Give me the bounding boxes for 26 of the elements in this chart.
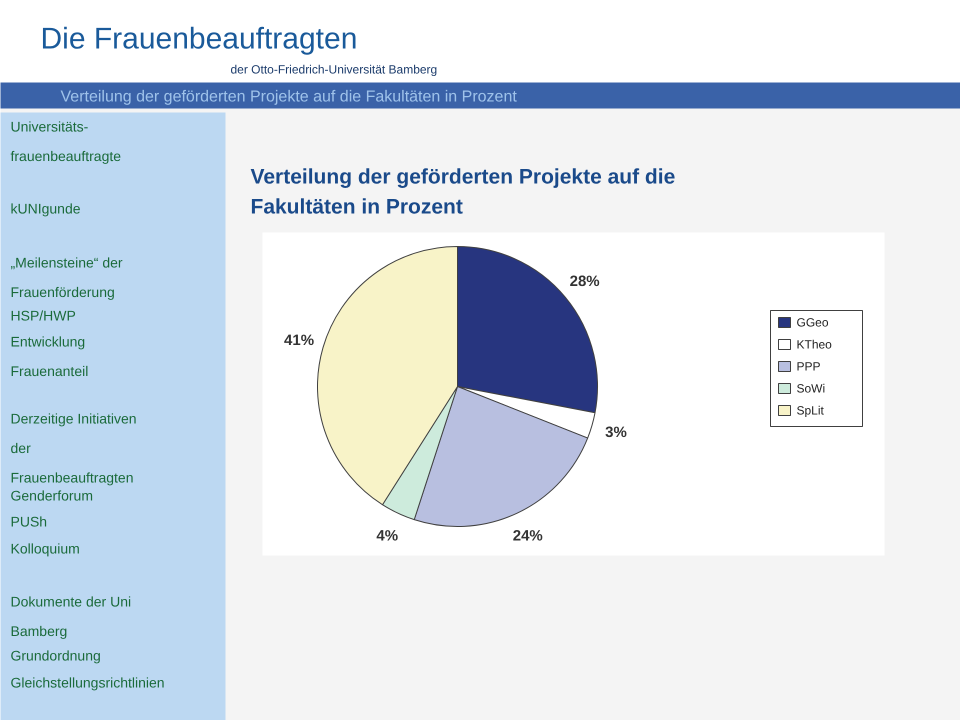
text: kUNIgunde [10, 200, 81, 216]
text: Genderforum [10, 488, 93, 504]
text: Die Frauenbeauftragten [40, 22, 358, 56]
legend-label: SpLit [796, 404, 825, 418]
text: Derzeitige Initiativen der Frauenbeauftragten [10, 410, 137, 486]
legend-label: GGeo [796, 316, 829, 330]
text: Gleichstellungsrichtlinien [10, 674, 165, 690]
text: Dokumente der Uni Bamberg [10, 594, 132, 640]
text: der Otto-Friedrich-Universität Bamberg [230, 62, 438, 76]
data-label: 41% [284, 332, 314, 349]
text: HSP/HWP [10, 308, 76, 324]
data-label: 3% [605, 424, 627, 442]
text: Grundordnung [10, 648, 101, 664]
data-label: 28% [570, 272, 600, 290]
text: Universitäts- frauenbeauftragte [10, 118, 122, 164]
data-label: 24% [512, 527, 543, 544]
text: PUSh [10, 514, 48, 530]
legend-label: KTheo [796, 338, 832, 352]
data-label: 4% [376, 527, 398, 544]
text: Kolloquium [10, 540, 80, 556]
legend-label: PPP [796, 360, 821, 374]
chart-title: Verteilung der geförderten Projekte auf die Fakultäten in Prozent [60, 88, 517, 106]
chart-title: Verteilung der geförderten Projekte auf die Fakultäten in Prozent [250, 166, 676, 218]
legend-label: SoWi [796, 382, 826, 396]
text: Entwicklung Frauenanteil [10, 334, 88, 380]
text: „Meilensteine“ der Frauenförderung [10, 254, 123, 300]
